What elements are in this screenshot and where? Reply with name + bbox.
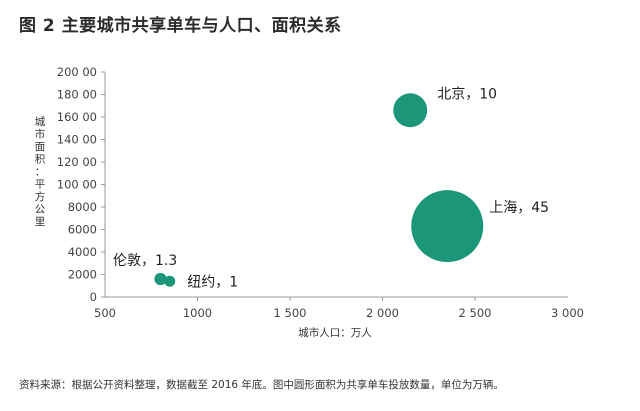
y-tick-label: 120 00 [57,155,97,169]
x-tick-label: 1000 [183,306,212,320]
point-label-伦敦: 伦敦，1.3 [113,253,177,269]
point-label-纽约: 纽约，1 [187,274,238,290]
bubble-chart: 0 2000 4000 6000 8000 100 00 120 00 140 00 160 0… [35,65,584,339]
y-tick-label: 100 00 [57,178,97,192]
x-tick-label: 1 500 [274,306,307,320]
source-footnote: 资料来源：根据公开资料整理，数据截至 2016 年底。图中圆形面积为共享单车投放… [19,379,504,391]
x-axis-label: 城市人口：万人 [298,326,372,339]
y-tick-label: 2000 [68,268,97,282]
x-tick-label: 3 000 [551,306,584,320]
point-label-上海: 上海，45 [489,200,549,216]
x-tick-label: 2 000 [366,306,399,320]
bubble-纽约 [164,275,176,287]
bubble-伦敦 [154,272,167,286]
y-tick-label: 6000 [68,223,97,237]
bubble-上海 [411,190,484,263]
chart-title: 图 2 主要城市共享单车与人口、面积关系 [19,16,342,36]
y-tick-label: 180 00 [57,88,97,102]
y-tick-label: 200 00 [57,65,97,79]
x-tick-label: 500 [94,306,116,320]
y-tick-label: 160 00 [57,110,97,124]
point-label-北京: 北京，10 [437,86,497,102]
bubble-北京 [393,93,428,128]
axes: 0 2000 4000 6000 8000 100 00 120 00 140 00 160 0… [57,65,584,320]
x-tick-label: 2 500 [459,306,492,320]
bubbles [154,93,484,287]
y-tick-label: 8000 [68,200,97,214]
y-tick-label: 4000 [68,245,97,259]
y-axis-label: 城市面积：平方公里 [35,116,46,228]
y-tick-label: 140 00 [57,133,97,147]
point-labels: 北京，10 上海，45 伦敦，1.3 纽约，1 [113,86,549,290]
y-tick-label: 0 [90,290,97,304]
